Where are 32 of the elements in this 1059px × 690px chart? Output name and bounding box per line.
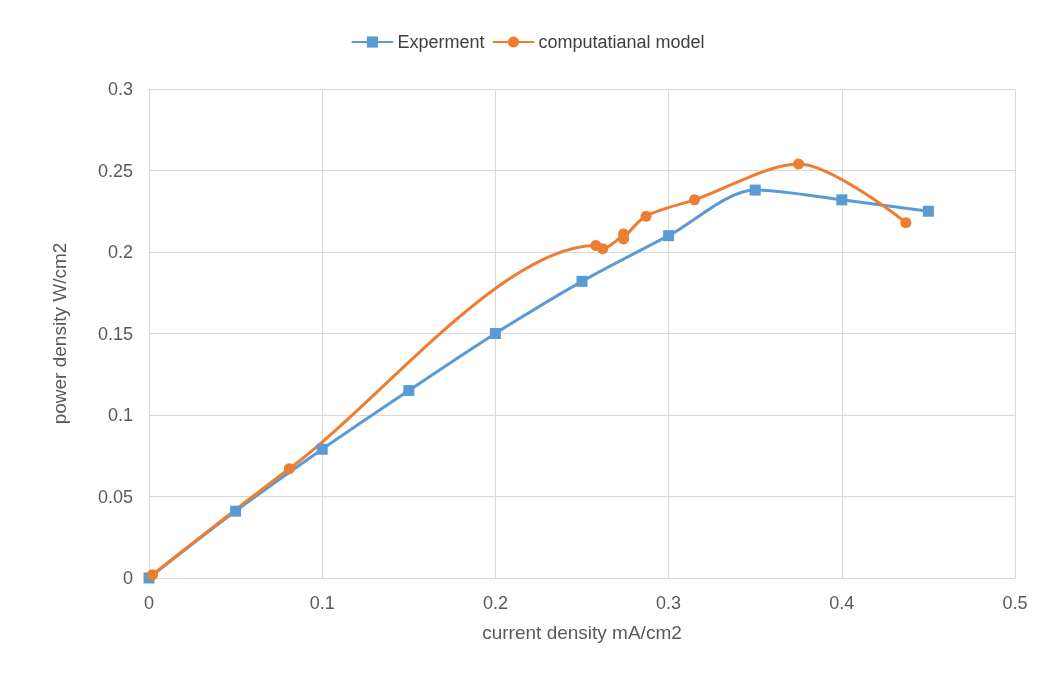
y-axis-title: power density W/cm2 — [49, 242, 70, 425]
x-tick-label: 0.3 — [656, 593, 682, 613]
x-tick-label: 0.4 — [829, 593, 855, 613]
y-tick-label: 0.15 — [97, 323, 133, 344]
x-axis-title: current density mA/cm2 — [482, 622, 682, 643]
legend-label: computatianal model — [538, 32, 705, 52]
legend-label: Experment — [397, 32, 485, 52]
point — [640, 210, 652, 222]
point — [836, 194, 848, 206]
x-tick-label: 0.2 — [482, 593, 508, 613]
x-tick-label: 0.1 — [309, 593, 335, 613]
point — [663, 230, 675, 242]
y-tick-label: 0 — [122, 568, 133, 588]
point — [283, 463, 295, 475]
point — [403, 385, 415, 397]
y-tick-label: 0.25 — [97, 160, 133, 181]
point — [576, 275, 588, 287]
x-tick-label: 0 — [143, 593, 155, 613]
point — [316, 443, 328, 455]
point — [489, 328, 501, 339]
y-tick-label: 0.3 — [107, 79, 133, 99]
point — [793, 158, 804, 170]
y-tick-label: 0.2 — [107, 242, 133, 262]
point — [689, 194, 701, 206]
x-tick-label: 0.5 — [1002, 593, 1028, 613]
point — [922, 205, 934, 217]
point — [230, 505, 242, 517]
point — [749, 184, 761, 196]
point — [597, 243, 609, 255]
y-tick-label: 0.05 — [97, 486, 133, 507]
point — [900, 217, 912, 229]
y-tick-label: 0.1 — [107, 405, 133, 425]
